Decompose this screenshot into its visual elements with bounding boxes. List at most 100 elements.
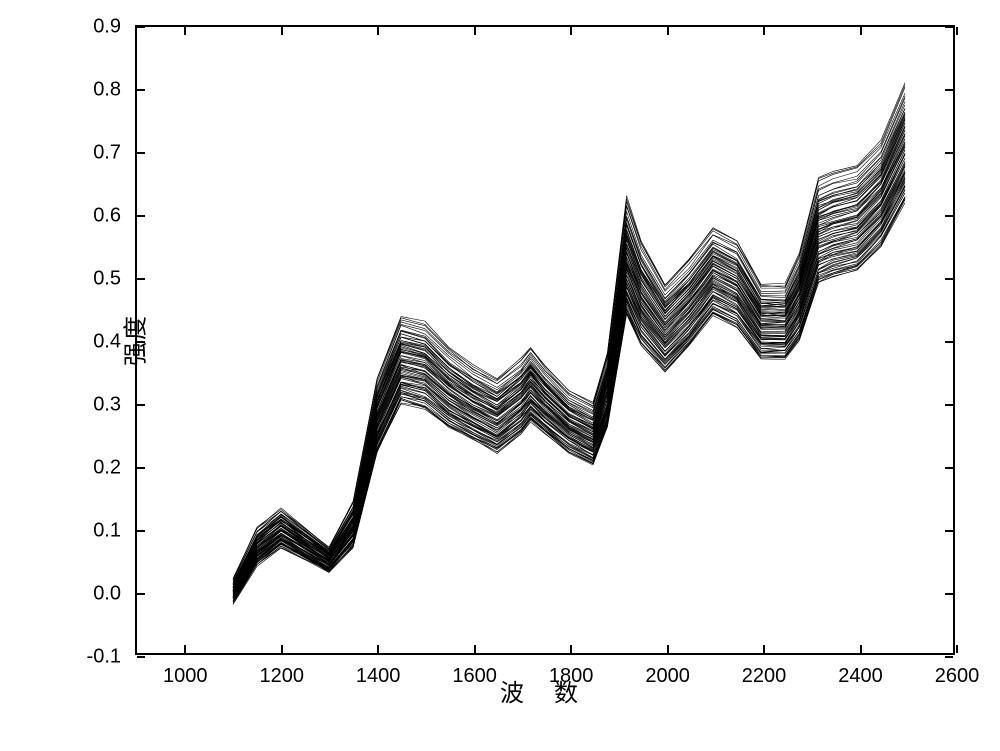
x-tick-label: 2200: [742, 665, 787, 688]
x-tick-label: 2600: [935, 665, 980, 688]
spectrum-line: [233, 118, 905, 587]
spectrum-line: [233, 130, 905, 586]
y-tick: [137, 656, 145, 658]
spectrum-line: [233, 153, 905, 591]
spectra-lines: [137, 27, 953, 653]
y-tick-label: 0.5: [93, 268, 121, 291]
spectrum-line: [233, 93, 905, 581]
spectrum-line: [233, 123, 905, 588]
x-tick: [377, 27, 379, 35]
spectrum-line: [233, 166, 905, 597]
spectrum-line: [233, 83, 905, 580]
y-tick-label: 0.1: [93, 520, 121, 543]
spectrum-line: [233, 158, 905, 594]
y-tick: [945, 467, 953, 469]
y-tick: [945, 404, 953, 406]
plot-area: 强度 波 数 -0.10.00.10.20.30.40.50.60.70.80.…: [135, 25, 955, 655]
spectrum-line: [233, 167, 905, 596]
x-tick: [860, 27, 862, 35]
spectrum-line: [233, 127, 905, 587]
spectrum-line: [233, 164, 905, 593]
y-tick: [137, 215, 145, 217]
y-tick-label: 0.4: [93, 331, 121, 354]
nir-spectra-chart: 强度 波 数 -0.10.00.10.20.30.40.50.60.70.80.…: [60, 10, 970, 710]
y-tick: [945, 341, 953, 343]
x-tick-label: 1600: [452, 665, 497, 688]
x-tick: [763, 645, 765, 653]
y-tick: [137, 404, 145, 406]
spectrum-line: [233, 133, 905, 587]
y-tick: [945, 89, 953, 91]
spectrum-line: [233, 116, 905, 586]
spectrum-line: [233, 85, 905, 579]
spectrum-line: [233, 123, 905, 587]
spectrum-line: [233, 150, 905, 592]
y-tick: [137, 593, 145, 595]
spectrum-line: [233, 144, 905, 590]
x-tick: [474, 645, 476, 653]
spectrum-line: [233, 126, 905, 588]
y-tick: [945, 26, 953, 28]
spectrum-line: [233, 102, 905, 584]
x-tick: [860, 645, 862, 653]
y-tick: [945, 593, 953, 595]
spectrum-line: [233, 164, 905, 596]
spectrum-line: [233, 153, 905, 592]
spectrum-line: [233, 144, 905, 591]
y-tick: [137, 530, 145, 532]
x-tick: [667, 27, 669, 35]
spectrum-line: [233, 112, 905, 584]
y-tick: [945, 152, 953, 154]
spectrum-line: [233, 114, 905, 585]
x-tick-label: 1400: [356, 665, 401, 688]
spectrum-line: [233, 119, 905, 587]
spectrum-line: [233, 136, 905, 590]
y-tick: [137, 152, 145, 154]
spectrum-line: [233, 154, 905, 591]
spectrum-line: [233, 108, 905, 583]
y-tick: [945, 215, 953, 217]
spectrum-line: [233, 139, 905, 591]
spectrum-line: [233, 161, 905, 593]
spectrum-line: [233, 112, 905, 584]
x-tick: [474, 27, 476, 35]
spectrum-line: [233, 105, 905, 584]
spectrum-line: [233, 109, 905, 584]
x-tick: [570, 27, 572, 35]
spectrum-line: [233, 150, 905, 591]
x-tick: [956, 645, 958, 653]
spectrum-line: [233, 158, 905, 594]
spectrum-line: [233, 123, 905, 588]
y-tick-label: 0.9: [93, 16, 121, 39]
y-tick-label: 0.2: [93, 457, 121, 480]
spectrum-line: [233, 147, 905, 591]
spectrum-line: [233, 98, 905, 582]
spectrum-line: [233, 164, 905, 596]
spectrum-line: [233, 87, 905, 578]
y-tick-label: 0.8: [93, 79, 121, 102]
spectrum-line: [233, 134, 905, 588]
spectrum-line: [233, 146, 905, 590]
y-tick-label: 0.0: [93, 583, 121, 606]
y-tick: [945, 278, 953, 280]
y-tick: [945, 530, 953, 532]
y-tick: [137, 341, 145, 343]
spectrum-line: [233, 155, 905, 593]
spectrum-line: [233, 114, 905, 584]
x-tick: [570, 645, 572, 653]
spectrum-line: [233, 139, 905, 591]
spectrum-line: [233, 134, 905, 589]
y-tick-label: 0.6: [93, 205, 121, 228]
x-tick-label: 1800: [549, 665, 594, 688]
x-tick: [377, 645, 379, 653]
x-tick: [763, 27, 765, 35]
y-tick-label: -0.1: [87, 646, 121, 669]
y-tick-label: 0.3: [93, 394, 121, 417]
x-tick-label: 1000: [163, 665, 208, 688]
x-tick: [184, 27, 186, 35]
spectrum-line: [233, 96, 905, 580]
y-tick: [945, 656, 953, 658]
y-tick: [137, 89, 145, 91]
x-tick-label: 2400: [838, 665, 883, 688]
spectrum-line: [233, 142, 905, 591]
